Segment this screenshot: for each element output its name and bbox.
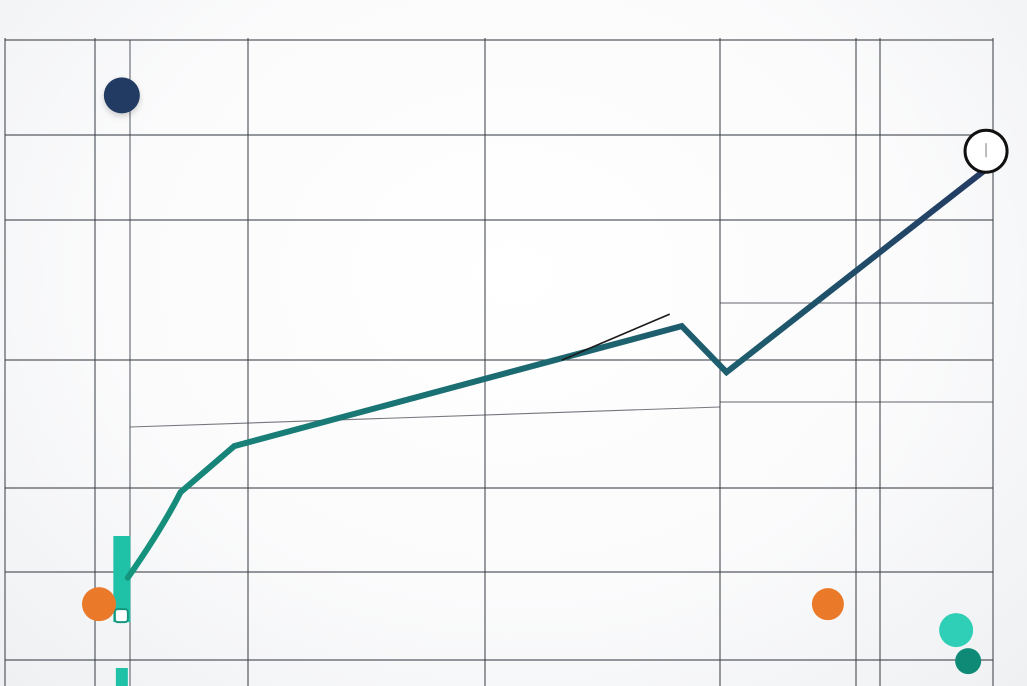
orange-bar-right-cap (811, 588, 844, 621)
vertical-bar-cap (103, 77, 140, 114)
orange-bar-left-cap (82, 587, 116, 622)
line-series (124, 166, 990, 581)
grid-lines (4, 38, 994, 686)
line-accent-stroke (561, 313, 671, 361)
teal-dot-marker (955, 648, 982, 675)
bar-joint-marker (113, 608, 129, 624)
chart-marks (82, 77, 1009, 686)
grid-line-partial (129, 406, 721, 428)
teal-bar-right-cap (939, 613, 974, 648)
